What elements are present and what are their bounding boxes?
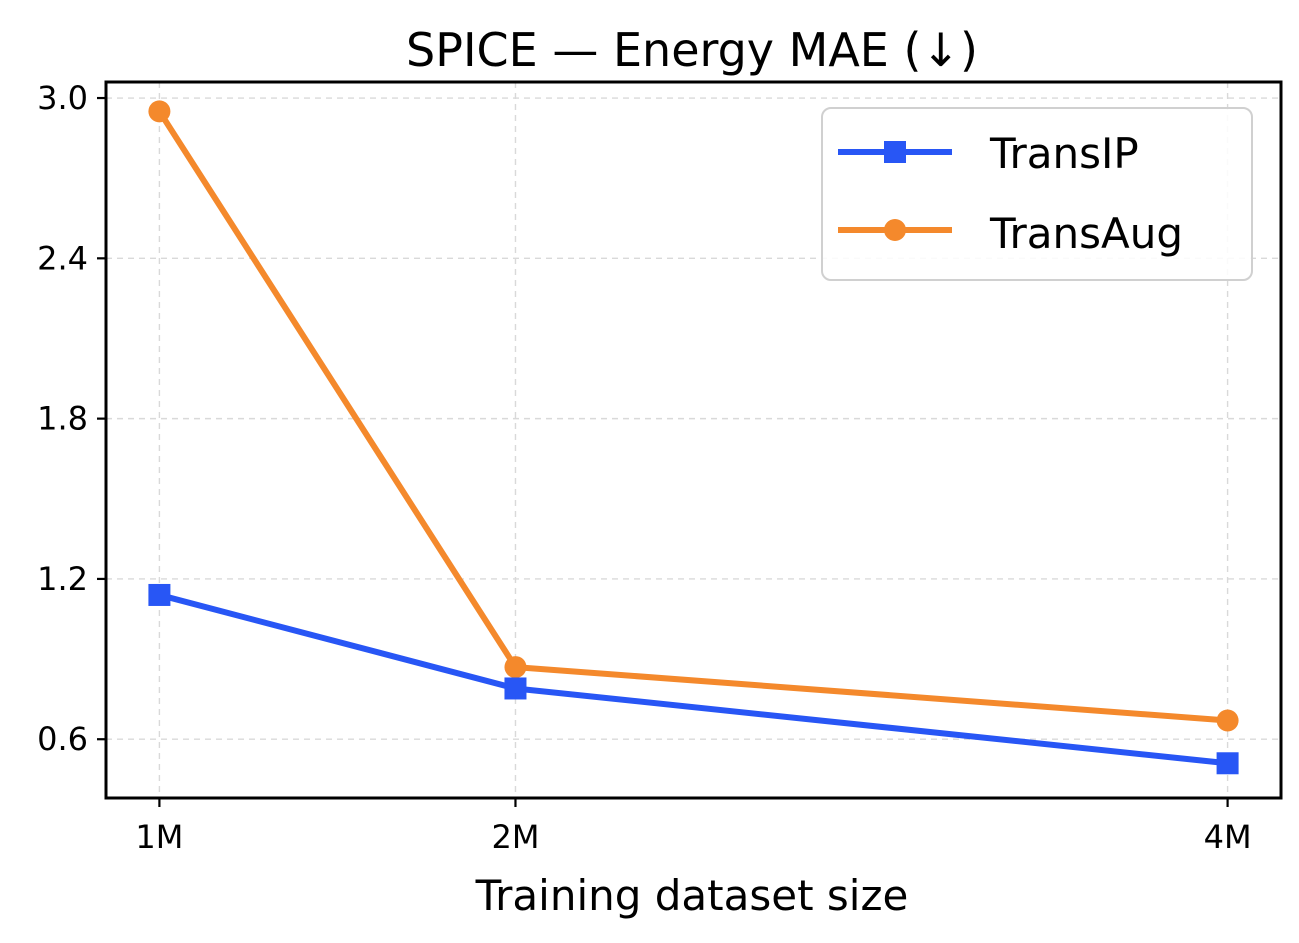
x-axis-label: Training dataset size	[475, 871, 909, 920]
legend-label-transip: TransIP	[989, 129, 1139, 178]
axis-ticks: 1M 2M 4M 0.6 1.2 1.8 2.4 3.0	[37, 79, 1251, 856]
data-point-transip	[148, 583, 171, 606]
legend-marker-transip	[884, 141, 906, 163]
y-tick-label: 1.8	[37, 400, 88, 438]
series-layer	[148, 100, 1239, 775]
x-tick-label: 2M	[491, 818, 539, 856]
data-point-transip	[504, 677, 527, 700]
x-tick-label: 1M	[135, 818, 183, 856]
y-tick-label: 1.2	[37, 560, 88, 598]
y-tick-label: 2.4	[37, 239, 88, 277]
chart-title: SPICE — Energy MAE (↓)	[406, 23, 978, 77]
legend: TransIP TransAug	[821, 107, 1253, 281]
y-tick-label: 3.0	[37, 79, 88, 117]
data-point-transaug	[1216, 709, 1239, 732]
data-point-transaug	[504, 656, 527, 679]
plot-area-frame	[104, 80, 1283, 800]
y-tick-label: 0.6	[37, 720, 88, 758]
data-point-transip	[1216, 752, 1239, 775]
legend-label-transaug: TransAug	[989, 209, 1183, 258]
legend-marker-transaug	[884, 219, 906, 241]
x-tick-label: 4M	[1204, 818, 1252, 856]
data-point-transaug	[148, 100, 171, 123]
